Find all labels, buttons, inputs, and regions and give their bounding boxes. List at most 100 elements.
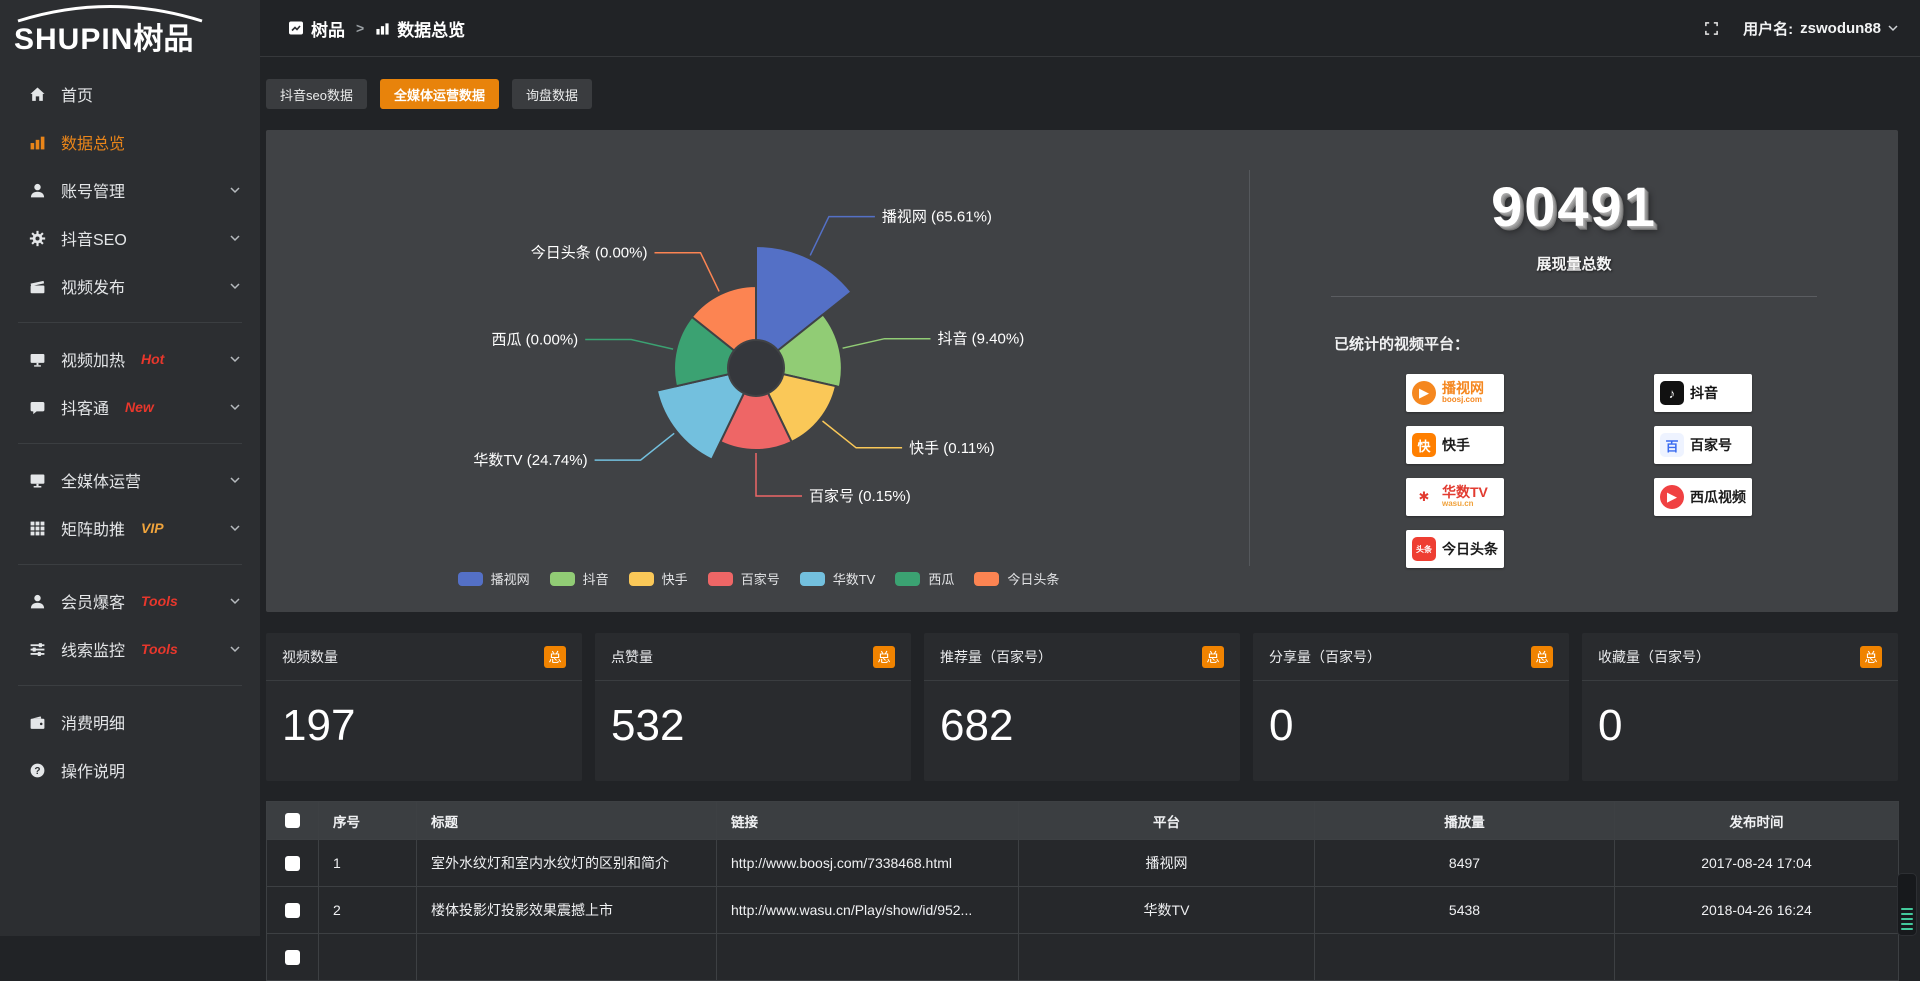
sidebar-item-label: 全媒体运营 [61,474,142,491]
pie-label: 百家号 (0.15%) [809,488,911,505]
chevron-down-icon [230,234,240,242]
row-checkbox[interactable] [285,855,300,871]
float-scroll-widget[interactable] [1897,873,1917,936]
panel-divider [1249,170,1250,566]
menu-divider [18,443,242,444]
platform-badge-百家号: 百 百家号 [1654,426,1752,464]
legend-item-播视网[interactable]: 播视网 [457,569,530,588]
sidebar-item-消费明细[interactable]: 消费明细 [0,698,260,746]
row-index: 1 [318,839,417,887]
brand-cn: 树品 [133,23,194,56]
pie-slice-华数TV[interactable] [655,373,746,461]
sidebar-item-会员爆客[interactable]: 会员爆客 Tools [0,577,260,625]
column-header-发布时间: 发布时间 [1614,801,1899,840]
legend-label: 播视网 [490,572,530,587]
platform-logo-col-left: ▶ 播视网 boosj.com 快 快手 ✱ 华数TV wasu.cn 头条 今… [1406,374,1504,568]
sidebar-item-数据总览[interactable]: 数据总览 [0,118,260,166]
video-title-link[interactable]: 室外水纹灯和室内水纹灯的区别和简介 [416,839,717,887]
legend-item-华数TV[interactable]: 华数TV [799,569,876,588]
platform-share-pie: 播视网 (65.61%) 抖音 (9.40%) 快手 (0.11%) 百家号 (0.1… [473,209,1024,505]
pie-label-line [755,453,802,497]
app-mark-icon [289,21,303,35]
total-badge: 总 [1531,645,1553,668]
tab-抖音seo数据[interactable]: 抖音seo数据 [266,79,367,109]
row-checkbox[interactable] [285,902,300,918]
total-badge: 总 [1202,645,1224,668]
fullscreen-icon[interactable] [1704,21,1719,36]
xigua-logo: ▶ [1660,485,1684,509]
row-checkbox[interactable] [285,949,300,965]
clapper-icon [28,277,46,295]
sidebar-item-账号管理[interactable]: 账号管理 [0,166,260,214]
sidebar-item-矩阵助推[interactable]: 矩阵助推 VIP [0,504,260,552]
topbar: 树品 > 数据总览 用户名: zswodun88 [260,0,1920,57]
stat-card-title: 推荐量（百家号） [940,648,1052,665]
screen-icon [28,350,46,368]
sidebar-item-label: 视频发布 [61,280,126,297]
video-url-link[interactable]: http://www.boosj.com/7338468.html [716,839,1019,887]
chevron-down-icon [230,355,240,363]
pie-label-line [654,251,720,292]
video-title-link[interactable] [416,933,717,981]
row-checkbox-cell [266,886,319,934]
legend-item-快手[interactable]: 快手 [628,569,688,588]
tab-询盘数据[interactable]: 询盘数据 [511,79,592,109]
pie-label: 西瓜 (0.00%) [491,332,578,349]
sidebar-item-抖客通[interactable]: 抖客通 New [0,383,260,431]
sidebar-item-线索监控[interactable]: 线索监控 Tools [0,625,260,673]
user-menu[interactable]: 用户名: zswodun88 [1743,18,1898,39]
video-title-link[interactable]: 楼体投影灯投影效果震撼上市 [416,886,717,934]
pie-slice-抖音[interactable] [776,313,843,389]
pie-chart-area: 播视网 (65.61%) 抖音 (9.40%) 快手 (0.11%) 百家号 (0.1… [266,130,1251,612]
video-url-link[interactable]: http://www.wasu.cn/Play/show/id/952... [716,886,1019,934]
video-url-link[interactable] [716,933,1019,981]
baijiahao-logo: 百 [1660,433,1684,457]
legend-swatch [628,571,654,586]
widget-stripe [1901,917,1913,920]
person-icon [28,592,46,610]
total-impressions-label: 展现量总数 [1536,256,1612,273]
row-checkbox-cell [266,933,319,981]
user-icon [28,181,46,199]
legend-label: 华数TV [832,572,876,587]
legend-item-西瓜[interactable]: 西瓜 [895,569,954,588]
bar-chart-icon [28,133,46,151]
sidebar-item-tag: Tools [141,593,178,609]
tab-label: 抖音seo数据 [280,87,353,103]
pie-slice-今日头条[interactable] [690,284,757,352]
platform-logo-grid: ▶ 播视网 boosj.com 快 快手 ✱ 华数TV wasu.cn 头条 今… [1406,374,1898,568]
chevron-down-icon [230,403,240,411]
breadcrumb-root[interactable]: 树品 [288,16,345,41]
legend-label: 今日头条 [1007,572,1060,587]
menu-divider [18,564,242,565]
total-impressions-value: 90491 [1491,175,1657,238]
legend-label: 快手 [661,572,688,587]
legend-item-抖音[interactable]: 抖音 [549,569,609,588]
select-all-checkbox[interactable] [285,813,300,828]
sidebar-item-视频发布[interactable]: 视频发布 [0,262,260,310]
svg-text:?: ? [34,765,40,776]
row-plays [1314,933,1615,981]
breadcrumb-current[interactable]: 数据总览 [375,16,465,41]
legend-item-今日头条[interactable]: 今日头条 [974,569,1059,588]
sidebar-item-抖音SEO[interactable]: 抖音SEO [0,214,260,262]
sidebar-item-视频加热[interactable]: 视频加热 Hot [0,335,260,383]
sidebar-item-label: 消费明细 [61,716,126,733]
legend-item-百家号[interactable]: 百家号 [707,569,780,588]
sidebar: SHUPIN树品 首页 数据总览 账号管理 抖音SEO 视频发布 视频加热 [0,0,260,936]
sidebar-item-操作说明[interactable]: ? 操作说明 [0,746,260,794]
logo-text: SHUPIN树品 [14,14,260,58]
table-row [266,933,1899,981]
tab-全媒体运营数据[interactable]: 全媒体运营数据 [379,79,499,109]
sidebar-item-首页[interactable]: 首页 [0,70,260,118]
row-platform: 播视网 [1018,839,1315,887]
pie-slice-播视网[interactable] [755,244,853,352]
sidebar-menu: 首页 数据总览 账号管理 抖音SEO 视频发布 视频加热 Hot [0,62,260,794]
stat-card-title: 分享量（百家号） [1269,648,1381,665]
douyin-logo: ♪ [1660,381,1684,405]
platform-subtext: boosj.com [1442,395,1483,405]
sidebar-item-label: 矩阵助推 [61,522,126,539]
sidebar-item-全媒体运营[interactable]: 全媒体运营 [0,456,260,504]
platforms-label: 已统计的视频平台： [1334,336,1470,353]
question-icon: ? [28,761,46,779]
